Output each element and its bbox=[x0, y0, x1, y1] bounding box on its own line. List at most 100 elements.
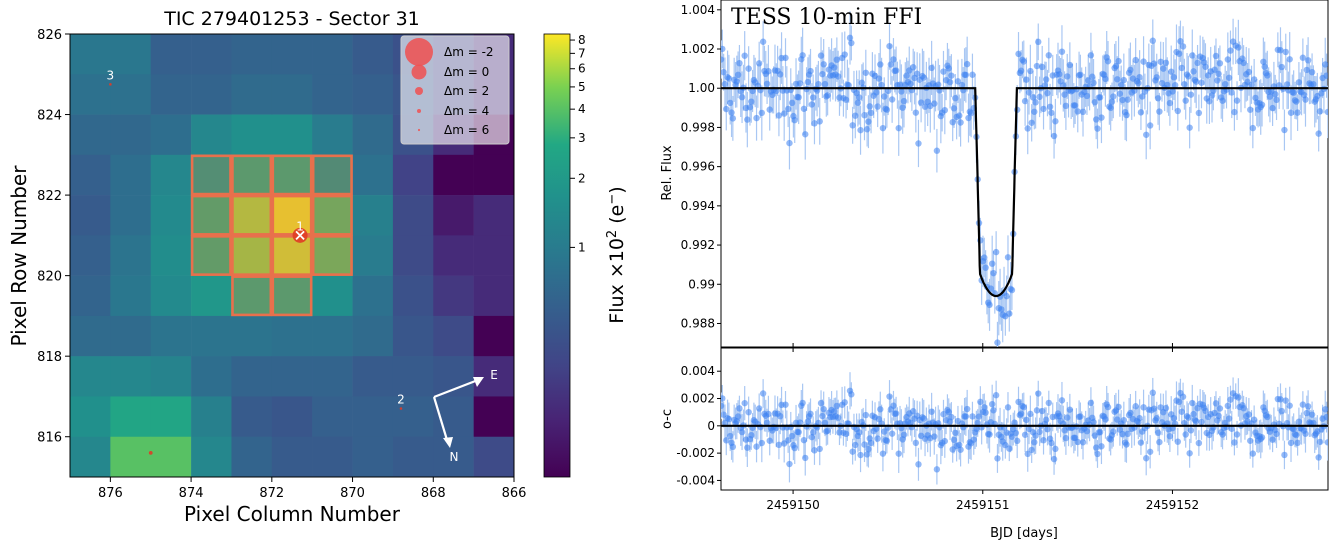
flux-point bbox=[725, 75, 733, 82]
heatmap-cell bbox=[352, 74, 394, 115]
flux-point bbox=[788, 99, 796, 107]
flux-point bbox=[817, 52, 825, 59]
flux-point bbox=[1015, 50, 1022, 58]
flux-point bbox=[1170, 74, 1178, 81]
residual-point bbox=[886, 393, 893, 400]
flux-point bbox=[784, 105, 792, 113]
heatmap-cell bbox=[70, 396, 111, 438]
flux-point bbox=[890, 56, 897, 63]
residual-point bbox=[1104, 403, 1112, 411]
residual-point bbox=[1273, 430, 1280, 438]
heatmap-cell bbox=[271, 356, 313, 397]
heatmap-cell bbox=[312, 436, 353, 478]
residual-point bbox=[1193, 418, 1200, 425]
residual-point bbox=[759, 390, 767, 397]
residual-point bbox=[973, 425, 980, 432]
flux-point bbox=[1149, 37, 1156, 44]
colorbar-tick-label: 3 bbox=[578, 131, 586, 145]
residual-point bbox=[1202, 407, 1209, 415]
flux-y-tick-label: 0.994 bbox=[681, 199, 715, 213]
aperture-pixel bbox=[231, 235, 273, 276]
flux-point bbox=[957, 119, 964, 126]
flux-point bbox=[856, 94, 863, 101]
heatmap-cell bbox=[271, 195, 313, 236]
flux-point bbox=[1156, 108, 1163, 115]
flux-point bbox=[1079, 108, 1087, 116]
heatmap-cell bbox=[191, 436, 232, 478]
flux-point bbox=[1017, 67, 1025, 74]
residual-point bbox=[808, 433, 816, 441]
flux-point bbox=[1071, 102, 1079, 109]
flux-point bbox=[1182, 97, 1189, 104]
residual-point bbox=[895, 450, 902, 457]
flux-point bbox=[721, 68, 727, 76]
residual-point bbox=[831, 408, 838, 415]
residual-point bbox=[1120, 416, 1128, 424]
flux-point bbox=[815, 80, 822, 88]
residual-point bbox=[819, 412, 826, 420]
heatmap-frame bbox=[69, 33, 515, 478]
flux-point bbox=[1157, 58, 1164, 65]
flux-point bbox=[723, 105, 730, 113]
heatmap-cell bbox=[110, 396, 152, 438]
residual-point bbox=[1315, 454, 1322, 461]
heatmap-cell bbox=[191, 34, 232, 75]
residual-point bbox=[1212, 400, 1220, 407]
flux-point bbox=[877, 61, 884, 68]
flux-point bbox=[1112, 63, 1120, 70]
heatmap-cell bbox=[312, 195, 353, 236]
residual-point bbox=[1304, 403, 1312, 410]
flux-point bbox=[846, 34, 854, 42]
star-label: 2 bbox=[397, 393, 405, 407]
legend-entry-5: Δm = 6 bbox=[444, 123, 489, 137]
flux-point bbox=[1250, 76, 1258, 83]
residual-point bbox=[920, 415, 927, 422]
residual-point bbox=[1281, 451, 1288, 459]
aperture-pixel bbox=[311, 194, 353, 236]
flux-point bbox=[741, 52, 748, 59]
residual-point bbox=[786, 460, 793, 468]
heatmap-cell bbox=[352, 315, 394, 357]
flux-point bbox=[1162, 59, 1170, 67]
flux-point bbox=[1083, 92, 1091, 100]
residual-point bbox=[1324, 439, 1328, 446]
flux-point bbox=[811, 120, 818, 127]
flux-point bbox=[935, 81, 942, 88]
flux-point bbox=[949, 118, 956, 126]
heatmap-cell bbox=[312, 275, 353, 317]
flux-point bbox=[1211, 66, 1218, 73]
flux-point bbox=[1189, 52, 1196, 59]
heatmap-cell bbox=[191, 235, 232, 276]
flux-point bbox=[1166, 99, 1174, 107]
flux-point bbox=[915, 140, 922, 147]
residual-point bbox=[1190, 410, 1197, 418]
flux-point bbox=[1190, 68, 1197, 75]
aperture-pixel bbox=[271, 235, 313, 276]
residual-y-axis-label: o-c bbox=[660, 409, 675, 429]
flux-point bbox=[749, 87, 756, 95]
aperture-pixel bbox=[271, 154, 313, 196]
residual-point bbox=[817, 399, 825, 407]
residual-point bbox=[1286, 402, 1293, 409]
aperture-pixel bbox=[190, 194, 232, 236]
flux-point bbox=[1216, 60, 1224, 67]
residual-point bbox=[725, 415, 733, 423]
residual-point bbox=[809, 429, 817, 436]
colorbar bbox=[543, 33, 571, 478]
heatmap-cell bbox=[312, 74, 353, 115]
residual-point bbox=[1056, 412, 1063, 420]
residual-point bbox=[981, 404, 988, 411]
residual-point bbox=[1150, 405, 1158, 412]
flux-point bbox=[1052, 118, 1059, 125]
residual-point bbox=[1178, 408, 1185, 415]
flux-point bbox=[748, 98, 755, 105]
residual-point bbox=[766, 437, 773, 444]
flux-point bbox=[1179, 43, 1187, 50]
heatmap-cell bbox=[473, 195, 515, 236]
flux-point bbox=[1206, 98, 1213, 105]
flux-point bbox=[1174, 107, 1182, 115]
residual-point bbox=[963, 405, 971, 413]
flux-point bbox=[1231, 108, 1238, 116]
residual-point bbox=[849, 448, 856, 455]
residual-point bbox=[982, 409, 989, 416]
